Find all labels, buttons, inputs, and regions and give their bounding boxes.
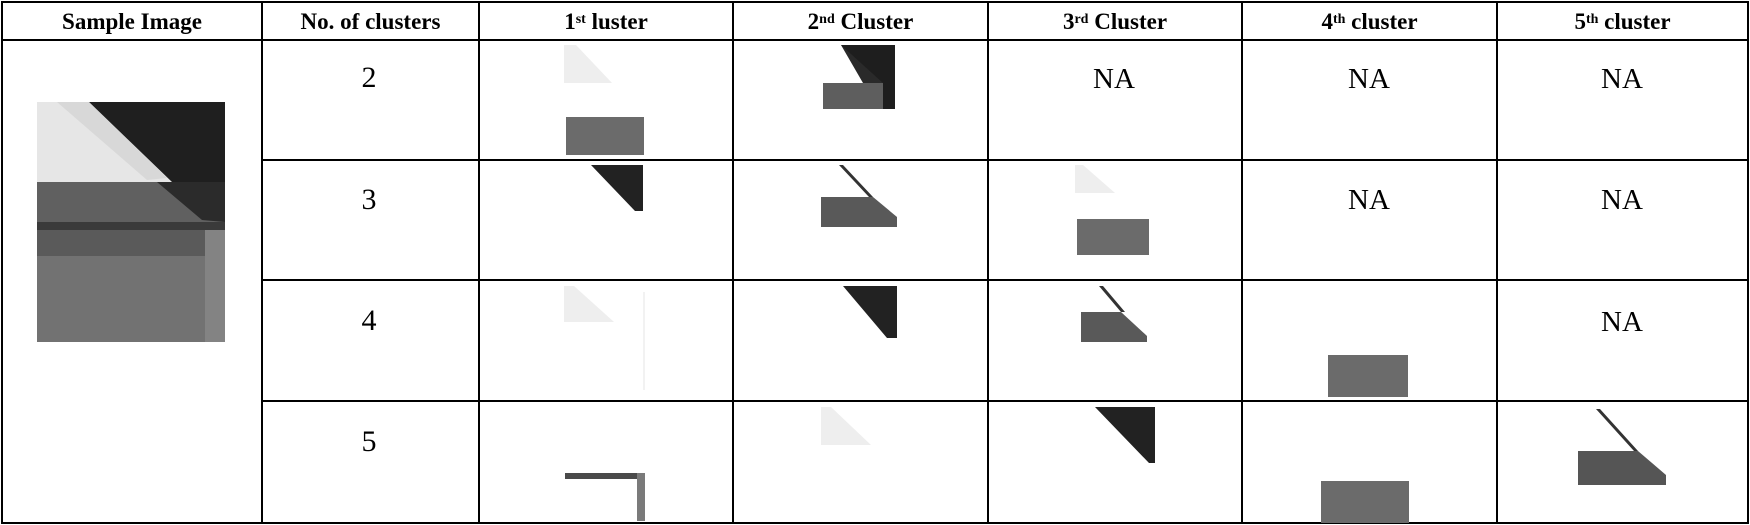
row-divider xyxy=(262,279,1749,281)
cluster-image xyxy=(1578,409,1666,485)
table-border-bottom xyxy=(1,522,1749,524)
cluster-image xyxy=(564,286,645,390)
cluster-image xyxy=(843,286,897,338)
col-divider xyxy=(1241,1,1243,524)
cluster-image xyxy=(1075,165,1149,255)
cluster-count: 5 xyxy=(361,425,377,458)
col-divider xyxy=(1496,1,1498,524)
na-cell: NA xyxy=(1601,184,1643,216)
na-cell: NA xyxy=(1348,63,1390,95)
col-divider xyxy=(987,1,989,524)
cluster-image xyxy=(823,45,895,109)
na-cell: NA xyxy=(1601,306,1643,338)
sample-image xyxy=(37,102,225,342)
header-no-of-clusters: No. of clusters xyxy=(300,8,441,34)
col-divider xyxy=(1,1,3,524)
cluster-image xyxy=(1321,481,1409,523)
cluster-image xyxy=(591,165,643,211)
cluster-image xyxy=(1095,407,1155,463)
cluster-image xyxy=(1328,355,1408,397)
col-divider xyxy=(732,1,734,524)
row-divider xyxy=(262,400,1749,402)
row-divider xyxy=(262,159,1749,161)
col-divider xyxy=(1747,1,1749,524)
cluster-image xyxy=(821,407,871,445)
na-cell: NA xyxy=(1601,63,1643,95)
na-cell: NA xyxy=(1093,63,1135,95)
col-divider xyxy=(261,1,263,524)
cluster-count: 3 xyxy=(361,183,377,216)
cluster-count: 4 xyxy=(361,304,377,337)
na-cell: NA xyxy=(1348,184,1390,216)
header-divider xyxy=(1,39,1749,41)
cluster-image xyxy=(565,473,645,521)
header-sample-image: Sample Image xyxy=(62,8,202,34)
cluster-image xyxy=(821,165,897,227)
cluster-image xyxy=(1081,286,1147,342)
col-divider xyxy=(478,1,480,524)
cluster-count: 2 xyxy=(361,61,377,94)
table-border-top xyxy=(1,1,1749,3)
cluster-image xyxy=(564,45,644,155)
